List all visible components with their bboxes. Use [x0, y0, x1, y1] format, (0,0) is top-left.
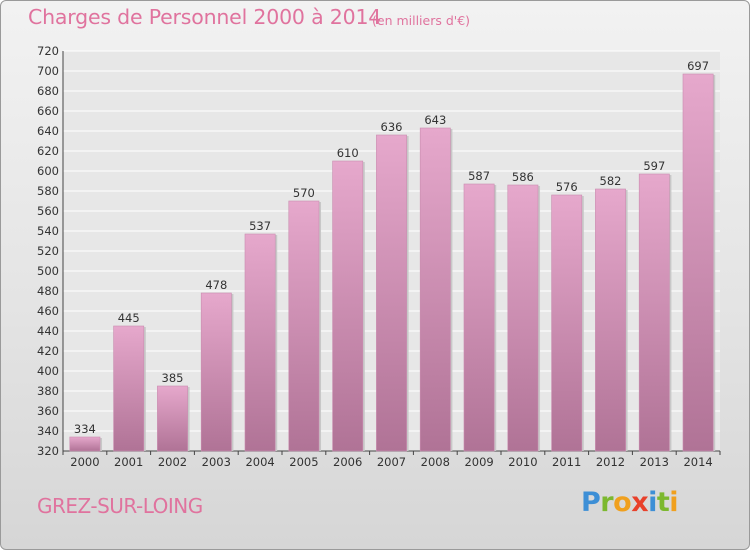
x-tick-label-2011: 2011	[552, 455, 581, 469]
y-tick-label: 400	[37, 364, 59, 378]
y-tick-label: 620	[37, 144, 59, 158]
y-tick-label: 720	[37, 44, 59, 58]
x-tick-label-2005: 2005	[289, 455, 318, 469]
bar-2013	[638, 173, 670, 452]
chart-title: Charges de Personnel 2000 à 2014	[28, 5, 382, 29]
x-tick-label-2001: 2001	[114, 455, 143, 469]
x-tick-label-2002: 2002	[158, 455, 187, 469]
y-tick-label: 320	[37, 444, 59, 458]
data-label-2011: 576	[556, 180, 578, 194]
x-tick-label-2013: 2013	[640, 455, 669, 469]
y-tick-label: 420	[37, 344, 59, 358]
y-tick-label: 360	[37, 404, 59, 418]
data-label-2008: 643	[424, 113, 446, 127]
bar-2003	[200, 292, 232, 452]
bar-2006	[332, 160, 364, 452]
x-tick-label-2010: 2010	[508, 455, 537, 469]
bar-2010	[507, 184, 539, 452]
data-label-2001: 445	[118, 311, 140, 325]
bar-2008	[419, 127, 451, 452]
x-tick-label-2000: 2000	[70, 455, 99, 469]
bar-2007	[376, 134, 407, 452]
y-tick-label: 680	[37, 84, 59, 98]
y-tick-label: 480	[37, 284, 59, 298]
data-label-2002: 385	[162, 371, 184, 385]
x-tick-label-2008: 2008	[421, 455, 450, 469]
y-tick-label: 500	[37, 264, 59, 278]
y-tick-label: 460	[37, 304, 59, 318]
y-tick-label: 640	[37, 124, 59, 138]
y-tick-label: 520	[37, 244, 59, 258]
bar-2004	[244, 233, 276, 452]
data-label-2000: 334	[74, 422, 96, 436]
y-tick-label: 660	[37, 104, 59, 118]
x-tick-label-2007: 2007	[377, 455, 406, 469]
x-tick-label-2009: 2009	[464, 455, 493, 469]
y-tick-label: 380	[37, 384, 59, 398]
bar-2000	[69, 436, 101, 452]
chart-subtitle: (en milliers d'€)	[372, 13, 471, 28]
bar-2005	[288, 200, 320, 452]
x-tick-label-2006: 2006	[333, 455, 362, 469]
bar-2014	[682, 73, 714, 452]
y-tick-label: 700	[37, 64, 59, 78]
data-label-2010: 586	[512, 170, 534, 184]
y-tick-label: 600	[37, 164, 59, 178]
x-tick-label-2003: 2003	[202, 455, 231, 469]
data-label-2006: 610	[337, 146, 359, 160]
y-tick-label: 540	[37, 224, 59, 238]
x-tick-label-2012: 2012	[596, 455, 625, 469]
data-label-2007: 636	[381, 120, 403, 134]
x-tick-label-2004: 2004	[245, 455, 274, 469]
x-tick-label-2014: 2014	[683, 455, 712, 469]
bar-2002	[157, 385, 188, 452]
bar-2001	[113, 325, 145, 452]
town-name: GREZ-SUR-LOING	[37, 494, 203, 518]
y-tick-label: 440	[37, 324, 59, 338]
data-label-2003: 478	[205, 278, 227, 292]
data-label-2009: 587	[468, 169, 490, 183]
data-label-2012: 582	[600, 174, 622, 188]
bar-2009	[463, 183, 495, 452]
y-tick-label: 580	[37, 184, 59, 198]
bar-2012	[595, 188, 626, 452]
y-tick-label: 340	[37, 424, 59, 438]
y-tick-label: 560	[37, 204, 59, 218]
data-label-2013: 597	[643, 159, 665, 173]
data-label-2004: 537	[249, 219, 271, 233]
data-label-2014: 697	[687, 59, 709, 73]
proxiti-logo: Proxiti	[581, 487, 679, 518]
bar-2011	[551, 194, 583, 452]
data-label-2005: 570	[293, 186, 315, 200]
